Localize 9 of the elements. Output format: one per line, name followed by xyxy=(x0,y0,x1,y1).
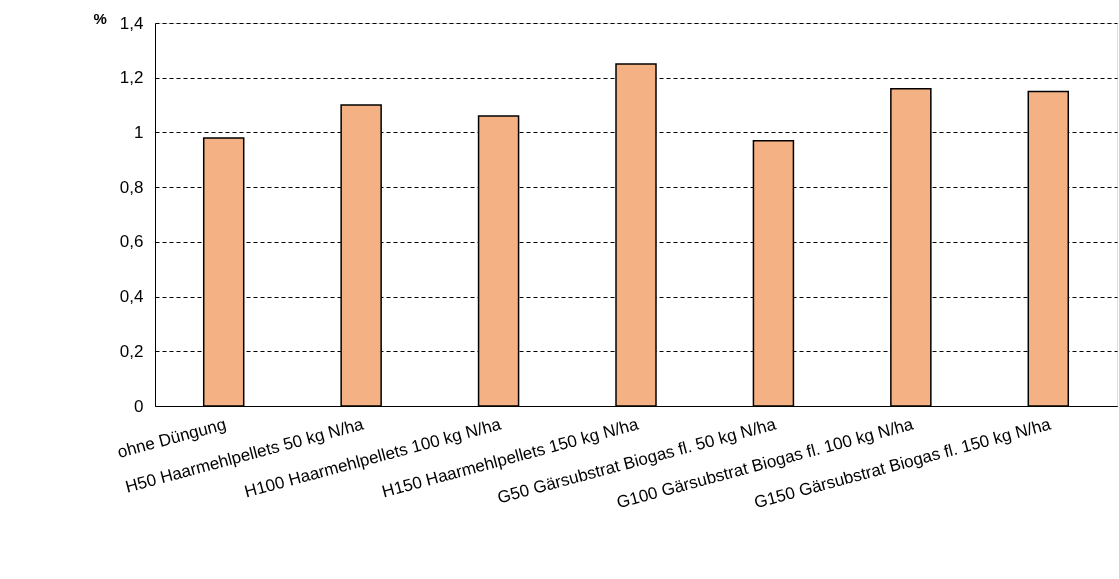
y-axis-title: % xyxy=(93,9,107,27)
y-tick-label: 0,2 xyxy=(119,341,144,361)
y-tick-label: 1,2 xyxy=(119,68,144,88)
y-tick-label: 0,4 xyxy=(119,287,144,307)
y-tick-label: 1,4 xyxy=(119,13,144,33)
y-tick-label: 0,8 xyxy=(119,177,144,197)
y-tick-label: 0,6 xyxy=(119,232,144,252)
y-tick-label: 0 xyxy=(134,396,144,416)
y-tick-label: 1 xyxy=(134,122,144,142)
